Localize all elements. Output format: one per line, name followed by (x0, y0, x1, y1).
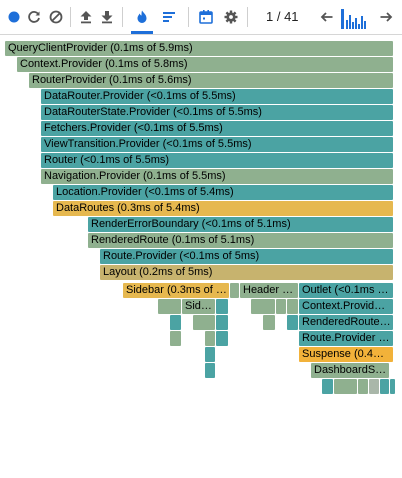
timeline-icon[interactable] (196, 7, 216, 27)
flame-node-suspense[interactable]: Suspense (0.4ms of 2.6ms) (299, 347, 393, 362)
ranked-icon[interactable] (159, 7, 179, 27)
flame-node[interactable] (358, 379, 368, 394)
clear-icon[interactable] (46, 7, 66, 27)
active-tab-indicator (131, 31, 153, 34)
commit-selector-chart[interactable] (341, 7, 367, 29)
toolbar-separator (122, 7, 123, 27)
commit-bar[interactable] (355, 18, 357, 29)
flame-node-route-provider-2[interactable]: Route.Provider (<0.1ms of 2.6ms) (299, 331, 393, 346)
flame-node-render-error-boundary[interactable]: RenderErrorBoundary (<0.1ms of 5.1ms) (88, 217, 393, 232)
flame-node-data-router-state-provider[interactable]: DataRouterState.Provider (<0.1ms of 5.5m… (41, 105, 393, 120)
flame-node-sidebar-content[interactable]: Sidebar.Content (<0.1ms of 0.8ms) (182, 299, 215, 314)
flame-node-sidebar[interactable]: Sidebar (0.3ms of 1.6ms) (123, 283, 229, 298)
flame-node-router[interactable]: Router (<0.1ms of 5.5ms) (41, 153, 393, 168)
toolbar-separator (247, 7, 248, 27)
flame-node-fetchers-provider[interactable]: Fetchers.Provider (<0.1ms of 5.5ms) (41, 121, 393, 136)
commit-bar[interactable] (352, 22, 354, 29)
commit-bar[interactable] (364, 21, 366, 29)
flame-node[interactable] (276, 299, 286, 314)
toolbar-separator (188, 7, 189, 27)
flame-node-dashboard-screen[interactable]: DashboardScreen (0.2ms of 2.2ms) (311, 363, 389, 378)
flame-node[interactable] (205, 347, 215, 362)
prev-commit-icon[interactable] (317, 7, 337, 27)
flame-node-route-provider[interactable]: Route.Provider (<0.1ms of 5ms) (100, 249, 393, 264)
flame-node-rendered-route-2[interactable]: RenderedRoute (<0.1ms of 2.6ms) (299, 315, 393, 330)
record-icon[interactable] (4, 7, 24, 27)
flame-node[interactable] (170, 331, 181, 346)
flame-node[interactable] (216, 331, 228, 346)
flame-node-rendered-route[interactable]: RenderedRoute (0.1ms of 5.1ms) (88, 233, 393, 248)
settings-icon[interactable] (221, 7, 241, 27)
flame-node[interactable] (193, 315, 215, 330)
flame-node[interactable] (287, 315, 298, 330)
commit-total: 41 (284, 9, 299, 24)
flame-node[interactable] (216, 299, 228, 314)
flame-node[interactable] (216, 315, 228, 330)
flame-node[interactable] (205, 363, 215, 378)
flame-node[interactable] (230, 283, 239, 298)
flame-node-context-provider[interactable]: Context.Provider (0.1ms of 5.8ms) (17, 57, 393, 72)
flame-node-header[interactable]: Header (0.1ms of 0.5ms) (240, 283, 298, 298)
flame-node-data-router-provider[interactable]: DataRouter.Provider (<0.1ms of 5.5ms) (41, 89, 393, 104)
flame-node[interactable] (322, 379, 333, 394)
flame-node-view-transition-provider[interactable]: ViewTransition.Provider (<0.1ms of 5.5ms… (41, 137, 393, 152)
flame-node[interactable] (334, 379, 357, 394)
flame-node-data-routes[interactable]: DataRoutes (0.3ms of 5.4ms) (53, 201, 393, 216)
commit-current: 1 (266, 9, 274, 24)
save-profile-icon[interactable] (97, 7, 117, 27)
flame-node[interactable] (369, 379, 379, 394)
flame-node[interactable] (158, 299, 181, 314)
reload-and-profile-icon[interactable] (24, 7, 44, 27)
flamegraph: QueryClientProvider (0.1ms of 5.9ms) Con… (0, 34, 402, 478)
flame-node-query-client-provider[interactable]: QueryClientProvider (0.1ms of 5.9ms) (5, 41, 393, 56)
load-profile-icon[interactable] (76, 7, 96, 27)
commit-counter: 1 / 41 (266, 9, 299, 24)
flame-node-layout[interactable]: Layout (0.2ms of 5ms) (100, 265, 393, 280)
flame-node-location-provider[interactable]: Location.Provider (<0.1ms of 5.4ms) (53, 185, 393, 200)
commit-bar[interactable] (361, 16, 363, 29)
flamegraph-icon[interactable] (132, 7, 152, 27)
flame-node[interactable] (380, 379, 389, 394)
commit-separator: / (273, 9, 285, 24)
commit-bar[interactable] (349, 15, 351, 29)
commit-bar-selected[interactable] (341, 9, 344, 29)
flame-node[interactable] (390, 379, 395, 394)
flame-node-navigation-provider[interactable]: Navigation.Provider (0.1ms of 5.5ms) (41, 169, 393, 184)
commit-bar[interactable] (358, 24, 360, 29)
flame-node[interactable] (251, 299, 275, 314)
flame-node[interactable] (287, 299, 298, 314)
next-commit-icon[interactable] (376, 7, 396, 27)
flame-node-router-provider[interactable]: RouterProvider (0.1ms of 5.6ms) (29, 73, 393, 88)
profiler-toolbar: 1 / 41 (0, 0, 402, 35)
flame-node[interactable] (263, 315, 275, 330)
flame-node-outlet[interactable]: Outlet (<0.1ms of 2.6ms) (299, 283, 393, 298)
flame-node-context-provider-2[interactable]: Context.Provider (<0.1ms of 2.6ms) (299, 299, 393, 314)
flame-node[interactable] (170, 315, 181, 330)
commit-bar[interactable] (346, 20, 348, 29)
toolbar-separator (70, 7, 71, 27)
flame-node[interactable] (205, 331, 215, 346)
